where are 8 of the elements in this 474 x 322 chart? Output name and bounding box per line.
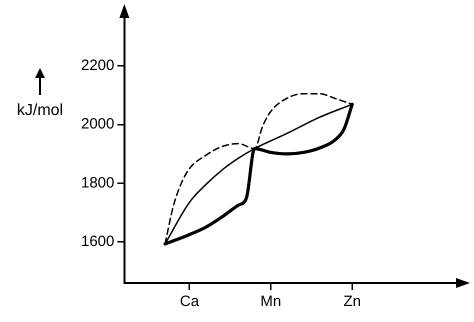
- y-axis-title: kJ/mol: [16, 102, 64, 119]
- y-tick-label: 1600: [80, 233, 114, 250]
- x-tick-label: Mn: [260, 293, 282, 310]
- y-tick-label: 1800: [80, 174, 114, 192]
- x-tick-label: Zn: [343, 293, 361, 310]
- y-tick-label: 2000: [80, 116, 114, 133]
- y-tick-label: 2200: [80, 57, 114, 74]
- x-tick-label: Ca: [180, 293, 200, 310]
